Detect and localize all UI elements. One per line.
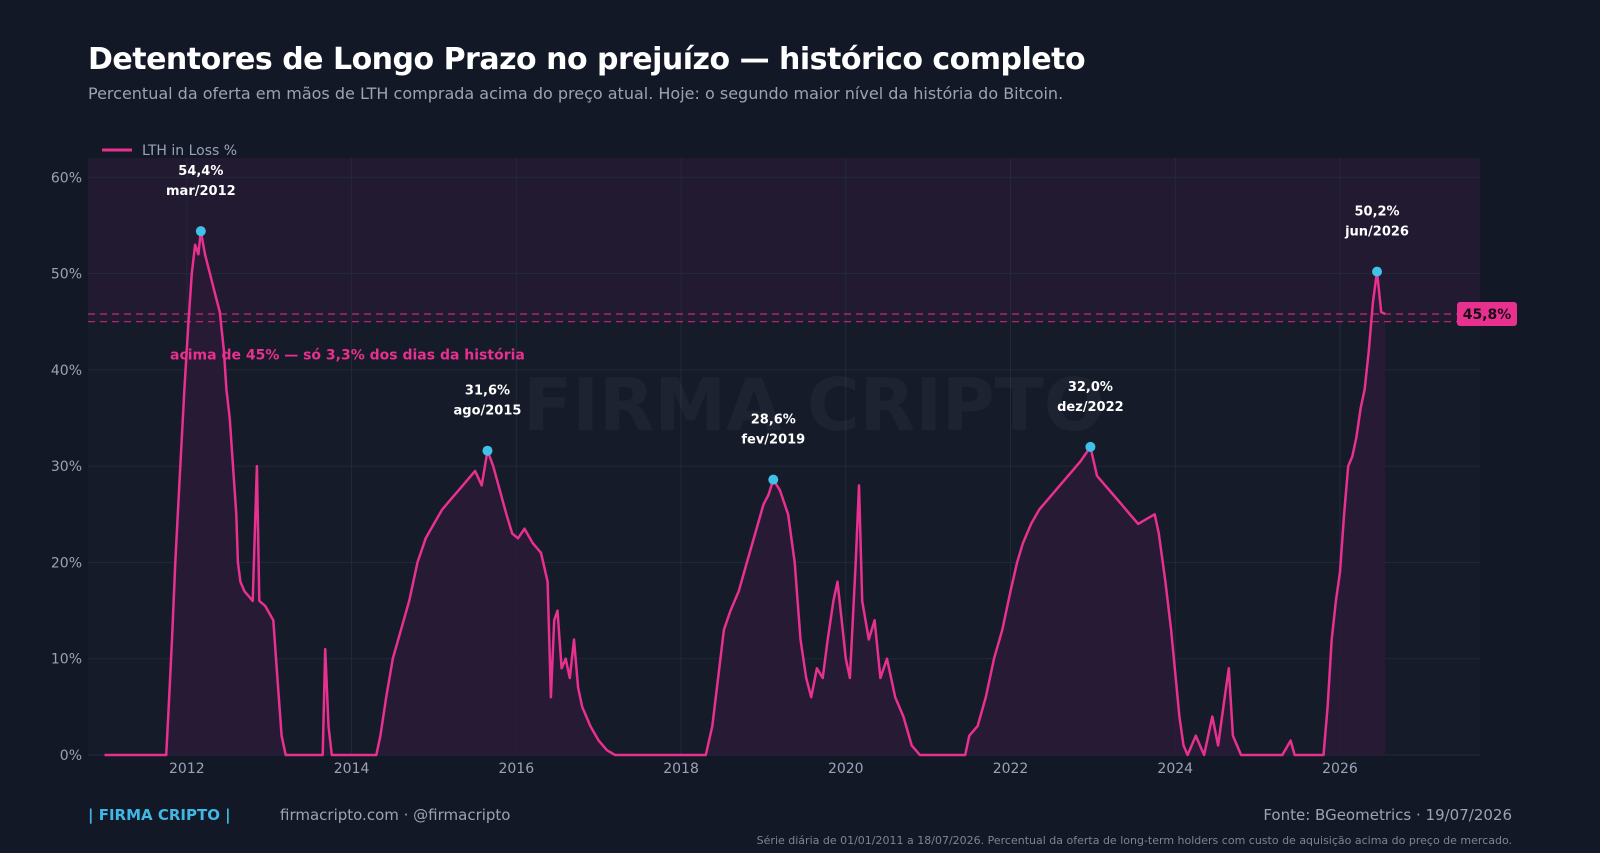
peak-value-label: 31,6% xyxy=(465,384,510,399)
legend-label: LTH in Loss % xyxy=(142,143,237,159)
peak-date-label: mar/2012 xyxy=(166,184,236,199)
y-tick-label: 30% xyxy=(51,459,82,475)
y-tick-label: 60% xyxy=(51,170,82,186)
series-line xyxy=(104,229,1386,757)
peak-date-label: jun/2026 xyxy=(1344,225,1409,240)
footer-brand: | FIRMA CRIPTO | xyxy=(88,806,231,824)
y-tick-label: 20% xyxy=(51,555,82,571)
footer-site-link[interactable]: firmacripto.com · @firmacripto xyxy=(280,806,511,824)
x-tick-label: 2024 xyxy=(1157,761,1193,777)
peak-date-label: dez/2022 xyxy=(1057,400,1124,415)
y-tick-label: 10% xyxy=(51,652,82,668)
page-subtitle: Percentual da oferta em mãos de LTH comp… xyxy=(88,84,1064,103)
x-tick-label: 2022 xyxy=(993,761,1029,777)
x-tick-label: 2014 xyxy=(334,761,370,777)
current-value-badge xyxy=(1457,301,1517,326)
peak-marker xyxy=(195,226,206,237)
peak-value-label: 54,4% xyxy=(178,164,223,179)
y-tick-label: 50% xyxy=(51,267,82,283)
x-tick-label: 2026 xyxy=(1322,761,1358,777)
peak-date-label: fev/2019 xyxy=(741,433,805,448)
watermark: FIRMA CRIPTO xyxy=(523,363,1105,447)
x-tick-label: 2016 xyxy=(498,761,534,777)
threshold-zone xyxy=(88,158,1480,322)
footer-source: Fonte: BGeometrics · 19/07/2026 xyxy=(1263,806,1512,824)
peak-marker xyxy=(768,474,779,485)
x-tick-label: 2012 xyxy=(169,761,205,777)
footer-note: Série diária de 01/01/2011 a 18/07/2026.… xyxy=(756,834,1512,847)
peak-value-label: 50,2% xyxy=(1354,205,1399,220)
y-tick-label: 40% xyxy=(51,363,82,379)
peak-date-label: ago/2015 xyxy=(454,404,522,419)
current-value-label: 45,8% xyxy=(1463,307,1512,323)
series-area xyxy=(104,231,1386,755)
x-tick-label: 2018 xyxy=(663,761,699,777)
peak-marker xyxy=(482,445,493,456)
peak-value-label: 32,0% xyxy=(1068,380,1113,395)
page-title: Detentores de Longo Prazo no prejuízo — … xyxy=(88,42,1086,77)
peak-marker xyxy=(1085,441,1096,452)
peak-value-label: 28,6% xyxy=(751,413,796,428)
y-tick-label: 0% xyxy=(60,748,82,764)
peak-marker xyxy=(1372,266,1383,277)
threshold-label: acima de 45% — só 3,3% dos dias da histó… xyxy=(170,348,525,364)
x-tick-label: 2020 xyxy=(828,761,864,777)
